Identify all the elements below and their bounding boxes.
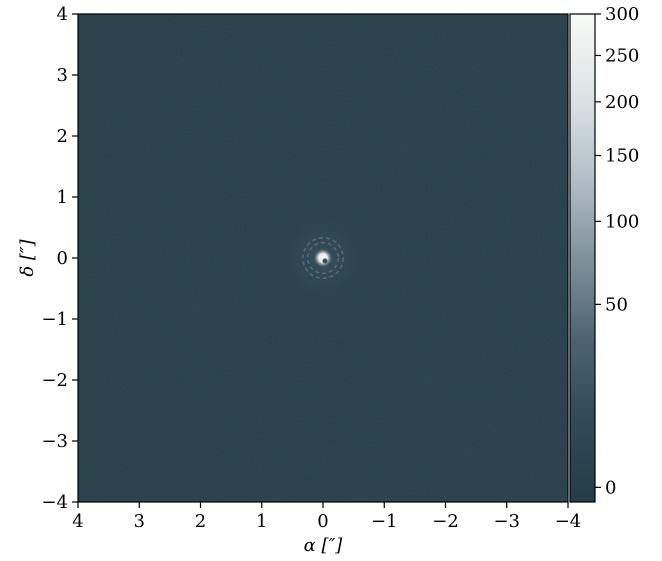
colorbar-tick-label: 0 bbox=[605, 477, 616, 498]
diffuse-ring bbox=[133, 68, 513, 448]
colorbar-tick-label: 50 bbox=[605, 294, 628, 315]
y-tick-label: 2 bbox=[57, 126, 68, 147]
x-tick-label: −4 bbox=[555, 511, 582, 532]
x-axis-label: α [″] bbox=[304, 535, 344, 556]
colorbar: 0 50 100 150 200 250 300 bbox=[569, 4, 639, 503]
diffuse-rings bbox=[79, 14, 567, 502]
y-axis: −4 −3 −2 −1 0 1 2 3 4 bbox=[41, 4, 78, 513]
source-ring bbox=[301, 236, 345, 280]
x-tick-label: −1 bbox=[371, 511, 398, 532]
diffuse-ring bbox=[214, 149, 432, 367]
x-tick-label: −2 bbox=[432, 511, 459, 532]
y-tick-label: 3 bbox=[57, 65, 68, 86]
y-tick-label: −1 bbox=[41, 309, 68, 330]
y-tick-label: −4 bbox=[41, 492, 68, 513]
source-rings bbox=[301, 236, 345, 280]
colorbar-tick-label: 100 bbox=[605, 211, 639, 232]
y-axis-label: δ [″] bbox=[17, 238, 38, 276]
image-panel bbox=[77, 13, 569, 503]
colorbar-tick-label: 150 bbox=[605, 146, 639, 167]
colorbar-frame bbox=[569, 13, 596, 503]
y-tick-label: 0 bbox=[57, 248, 68, 269]
colorbar-fill bbox=[570, 14, 595, 502]
diffuse-ring bbox=[106, 41, 540, 475]
source-ring bbox=[306, 241, 340, 275]
point-source bbox=[314, 249, 332, 267]
x-tick-label: 1 bbox=[256, 511, 267, 532]
diffuse-ring bbox=[241, 176, 405, 340]
diffuse-ring bbox=[160, 95, 486, 421]
y-tick-label: 4 bbox=[57, 4, 68, 25]
colorbar-ticks: 0 50 100 150 200 250 300 bbox=[595, 4, 639, 498]
x-tick-label: −3 bbox=[493, 511, 520, 532]
x-tick-label: 4 bbox=[72, 511, 83, 532]
y-tick-label: −3 bbox=[41, 431, 68, 452]
y-tick-label: 1 bbox=[57, 187, 68, 208]
y-tick-label: −2 bbox=[41, 370, 68, 391]
diffuse-ring bbox=[187, 122, 459, 394]
colorbar-tick-label: 250 bbox=[605, 45, 639, 66]
x-tick-label: 2 bbox=[195, 511, 206, 532]
x-tick-label: 0 bbox=[317, 511, 328, 532]
colorbar-tick-label: 300 bbox=[605, 4, 639, 25]
point-source-shadow bbox=[322, 258, 328, 264]
diffuse-ring bbox=[79, 14, 567, 502]
colorbar-tick-label: 200 bbox=[605, 92, 639, 113]
x-axis: 4 3 2 1 0 −1 −2 −3 −4 bbox=[72, 502, 581, 532]
x-tick-label: 3 bbox=[134, 511, 145, 532]
